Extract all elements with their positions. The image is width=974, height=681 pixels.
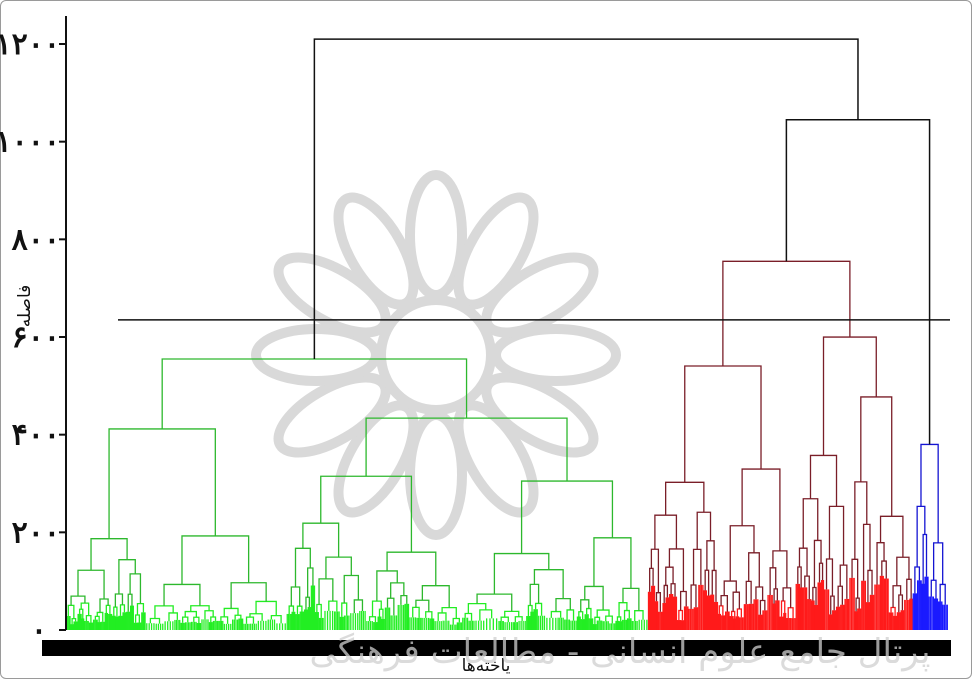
dendrogram-link [854, 481, 868, 560]
dendrogram-link [692, 548, 702, 586]
dendrogram-links [65, 38, 950, 630]
dendrogram-link [108, 428, 216, 539]
dendrogram-link [930, 579, 937, 599]
dendrogram-link [313, 38, 859, 359]
dendrogram-link [341, 602, 348, 617]
dendrogram-link [785, 118, 931, 445]
dendrogram-link [566, 609, 575, 621]
watermark-text: پرتال جامع علوم انسانی - مطالعات فرهنگی [309, 632, 930, 672]
dendrogram-link [678, 609, 684, 621]
dendrogram-link [684, 365, 762, 483]
dendrogram-link [230, 582, 267, 609]
dendrogram-link [245, 616, 255, 624]
dendrogram-link [720, 594, 728, 612]
dendrogram-link [593, 537, 632, 589]
dendrogram-link [412, 606, 420, 618]
dendrogram-link [425, 611, 433, 619]
dendrogram-link [386, 551, 437, 586]
y-tick-label: ۰ [31, 613, 47, 648]
dendrogram-link [822, 336, 877, 456]
dendrogram-link [665, 566, 674, 586]
dendrogram-link [618, 602, 628, 617]
dendrogram-link [149, 617, 161, 624]
watermark [251, 170, 621, 540]
dendrogram-link [787, 607, 794, 619]
dendrogram-link [493, 552, 550, 595]
dendrogram-link [862, 523, 871, 581]
dendrogram-link [818, 562, 824, 583]
dendrogram-link [96, 611, 104, 622]
dendrogram-link [550, 610, 562, 618]
dendrogram-link [837, 585, 843, 607]
dendrogram-link [467, 602, 487, 614]
dendrogram-link [696, 511, 712, 550]
dendrogram-link [690, 584, 697, 609]
dendrogram-link [584, 585, 604, 611]
dendrogram-link [722, 260, 851, 367]
y-tick-label: ۲۰۰ [12, 515, 60, 550]
dendrogram-link [400, 594, 408, 605]
dendrogram-link [290, 586, 301, 607]
dendrogram-link [134, 614, 140, 623]
dendrogram-link [163, 583, 201, 606]
y-tick-label: ۴۰۰ [12, 418, 60, 453]
dendrogram-link [755, 586, 764, 601]
dendrogram-link [706, 540, 715, 571]
dendrogram-link [665, 481, 705, 516]
x-axis-label: یاخته‌ها [462, 656, 511, 676]
dendrogram-link [437, 612, 447, 622]
dendrogram-link [769, 567, 777, 595]
dendrogram-link [529, 583, 540, 606]
dendrogram-link [343, 574, 360, 604]
dendrogram-link [723, 580, 737, 596]
dendrogram-link [328, 600, 338, 612]
dendrogram-link [476, 593, 513, 612]
dendrogram-link [376, 570, 398, 602]
dendrogram-link [828, 505, 845, 566]
y-axis: ۰ ۲۰۰ ۴۰۰ ۶۰۰ ۸۰۰ ۱۰۰۰ ۱۲۰۰ [0, 16, 67, 648]
dendrogram-link [745, 580, 752, 605]
dendrogram-link [302, 522, 340, 558]
dendrogram-link [70, 595, 86, 606]
dendrogram-link [920, 443, 939, 543]
dendrogram-link [741, 468, 781, 551]
y-tick-label: ۱۲۰۰ [0, 27, 60, 62]
dendrogram-link [839, 564, 848, 599]
dendrogram-link [421, 585, 450, 608]
dendrogram-link [622, 587, 640, 611]
dendrogram-link [181, 616, 189, 623]
dendrogram-link [113, 606, 118, 617]
dendrogram-link [654, 514, 678, 550]
dendrogram-link [898, 594, 904, 613]
dendrogram-link [932, 542, 944, 585]
dendrogram-link [204, 610, 214, 620]
dendrogram-link [415, 599, 430, 612]
dendrogram-link [77, 569, 105, 600]
dendrogram-link [922, 533, 928, 584]
y-tick-label: ۱۰۰۰ [0, 125, 60, 160]
dendrogram-link [154, 605, 174, 619]
dendrogram-link [181, 535, 250, 585]
dendrogram-link [580, 599, 590, 612]
x-axis-leaf-bar [42, 640, 951, 656]
y-axis-label: فاصله [15, 285, 35, 327]
dendrogram-link [634, 610, 644, 621]
y-tick-label: ۸۰۰ [12, 222, 60, 257]
y-tick-label: ۶۰۰ [12, 320, 60, 355]
dendrogram-link [90, 538, 128, 571]
watermark-center [376, 295, 496, 415]
dendrogram-link [860, 396, 893, 517]
dendrogram-link [736, 608, 743, 618]
dendrogram-link [105, 604, 111, 614]
dendrogram-link [906, 578, 912, 600]
dendrogram-link [118, 559, 136, 594]
dendrogram-link [184, 610, 197, 618]
dendrogram-link [892, 585, 902, 608]
dendrogram-link [616, 616, 622, 622]
dendrogram-link [772, 550, 788, 588]
